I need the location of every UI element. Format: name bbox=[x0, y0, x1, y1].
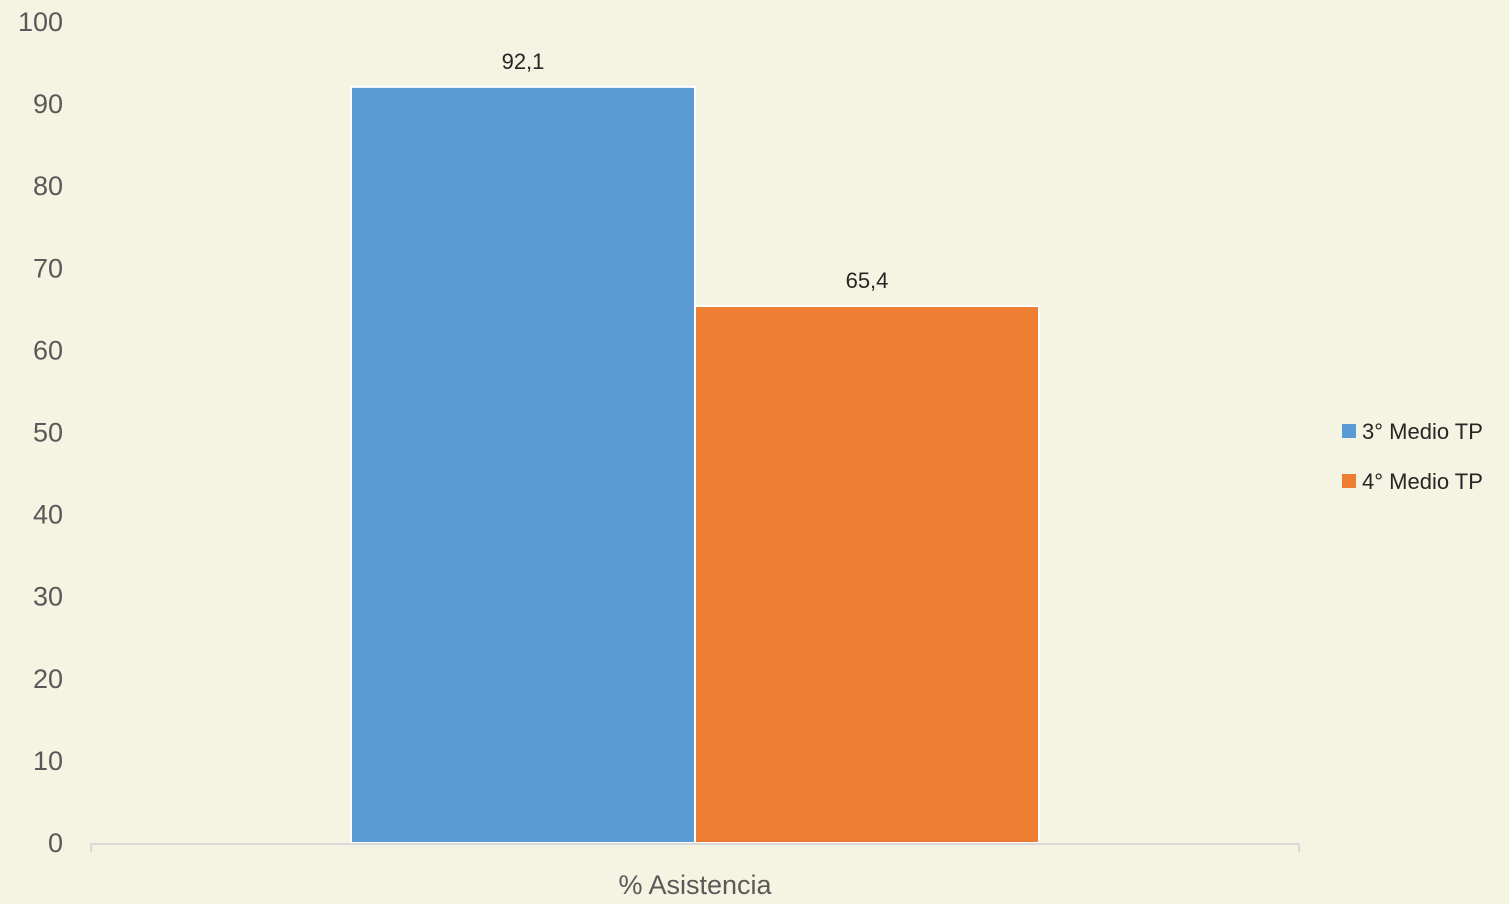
y-tick-label: 20 bbox=[33, 664, 63, 694]
legend-label-3-medio: 3° Medio TP bbox=[1362, 419, 1483, 444]
data-label: 65,4 bbox=[846, 268, 889, 293]
y-tick-label: 100 bbox=[18, 7, 63, 37]
y-tick-label: 0 bbox=[48, 828, 63, 858]
y-tick-label: 60 bbox=[33, 335, 63, 365]
bar-4-medio-tp bbox=[694, 305, 1040, 845]
y-axis: 0 10 20 30 40 50 60 70 80 90 100 bbox=[18, 7, 63, 858]
y-tick-label: 40 bbox=[33, 500, 63, 530]
y-tick-label: 90 bbox=[33, 89, 63, 119]
legend-swatch-4-medio bbox=[1342, 474, 1356, 488]
y-tick-label: 50 bbox=[33, 418, 63, 448]
legend-label-4-medio: 4° Medio TP bbox=[1362, 469, 1483, 494]
bars bbox=[350, 85, 1040, 845]
y-tick-label: 70 bbox=[33, 253, 63, 283]
data-label: 92,1 bbox=[502, 49, 545, 74]
x-axis: % Asistencia bbox=[90, 843, 1300, 900]
y-tick-label: 10 bbox=[33, 746, 63, 776]
legend-swatch-3-medio bbox=[1342, 424, 1356, 438]
bar-3-medio-tp bbox=[350, 85, 696, 844]
y-tick-label: 80 bbox=[33, 171, 63, 201]
data-labels: 92,1 65,4 bbox=[502, 49, 889, 293]
category-label: % Asistencia bbox=[618, 870, 772, 899]
legend: 3° Medio TP 4° Medio TP bbox=[1342, 419, 1483, 494]
y-tick-label: 30 bbox=[33, 582, 63, 612]
